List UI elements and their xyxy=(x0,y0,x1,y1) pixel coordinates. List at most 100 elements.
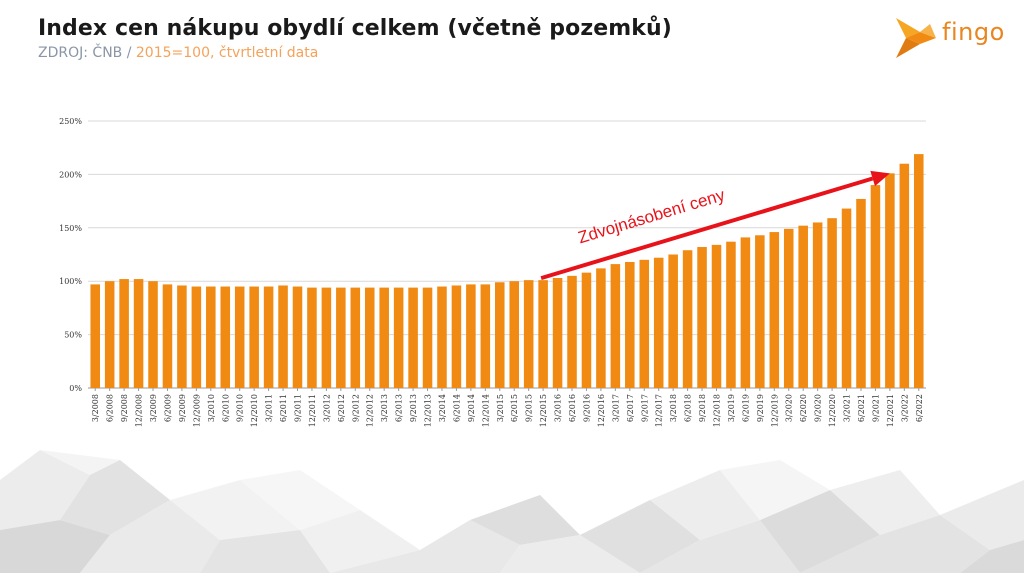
chart-bars xyxy=(90,154,924,388)
bar xyxy=(451,285,462,388)
x-tick-label: 3/2016 xyxy=(554,394,563,422)
x-tick-label: 6/2015 xyxy=(510,394,519,422)
bar xyxy=(914,154,924,388)
x-tick-label: 12/2020 xyxy=(828,394,837,427)
bar xyxy=(177,285,187,388)
bar xyxy=(523,280,534,388)
x-tick-label: 3/2013 xyxy=(380,394,389,422)
bar xyxy=(740,237,751,388)
x-tick-label: 12/2009 xyxy=(192,394,201,427)
bar xyxy=(899,163,910,388)
bar xyxy=(653,257,664,388)
x-tick-label: 3/2014 xyxy=(438,394,447,422)
bar xyxy=(307,287,317,388)
x-tick-label: 9/2008 xyxy=(120,394,129,422)
bar xyxy=(263,286,274,388)
x-tick-label: 6/2009 xyxy=(163,394,172,422)
x-tick-label: 6/2012 xyxy=(337,394,346,422)
x-tick-label: 9/2016 xyxy=(582,394,591,422)
bar xyxy=(509,281,519,388)
bar xyxy=(292,286,303,388)
bar xyxy=(495,282,505,388)
bar xyxy=(220,286,231,388)
source-line: ZDROJ: ČNB / 2015=100, čtvrtletní data xyxy=(38,45,318,61)
x-tick-label: 6/2022 xyxy=(915,394,924,422)
bar xyxy=(133,279,144,388)
x-tick-label: 9/2009 xyxy=(178,394,187,422)
x-tick-label: 3/2012 xyxy=(322,394,331,422)
bar xyxy=(321,287,332,388)
annotation-arrow-head xyxy=(870,170,890,187)
bar xyxy=(610,264,621,388)
x-tick-label: 6/2010 xyxy=(221,394,230,422)
bar xyxy=(119,279,129,388)
x-tick-label: 3/2015 xyxy=(496,394,505,422)
x-tick-label: 12/2016 xyxy=(597,394,606,427)
bar xyxy=(726,241,736,388)
x-tick-label: 6/2018 xyxy=(684,394,693,422)
bar xyxy=(162,284,173,388)
x-tick-label: 12/2014 xyxy=(481,394,490,427)
x-tick-label: 9/2020 xyxy=(814,394,823,422)
annotation-arrow-shaft xyxy=(540,176,874,281)
x-tick-label: 6/2020 xyxy=(799,394,808,422)
bar xyxy=(480,284,491,388)
bar xyxy=(350,287,361,388)
x-tick-label: 3/2019 xyxy=(727,394,736,422)
decorative-background-polygons xyxy=(0,450,1024,573)
x-tick-label: 3/2008 xyxy=(91,394,100,422)
bar xyxy=(104,281,115,388)
fingo-fish-logo-icon xyxy=(896,18,936,58)
x-tick-label: 3/2020 xyxy=(785,394,794,422)
bar xyxy=(538,280,548,388)
y-tick-label: 0% xyxy=(69,384,82,393)
x-tick-label: 6/2011 xyxy=(279,394,288,422)
x-tick-label: 12/2019 xyxy=(770,394,779,427)
bar xyxy=(393,287,404,388)
x-tick-label: 12/2008 xyxy=(135,394,144,427)
bar xyxy=(148,281,158,388)
y-tick-label: 50% xyxy=(64,331,82,340)
bar xyxy=(625,261,635,388)
bar xyxy=(422,287,433,388)
bar xyxy=(870,185,881,388)
bar xyxy=(769,232,780,388)
chart-y-axis: 0% 50% 100% 150% 200% 250% xyxy=(59,117,82,393)
page-title: Index cen nákupu obydlí celkem (včetně p… xyxy=(38,16,672,41)
x-tick-label: 9/2015 xyxy=(525,394,534,422)
source-note: 2015=100, čtvrtletní data xyxy=(135,45,319,61)
source-prefix: ZDROJ: ČNB / xyxy=(38,45,136,61)
bar xyxy=(234,286,245,388)
bar xyxy=(682,250,693,388)
x-tick-label: 3/2022 xyxy=(900,394,909,422)
bar xyxy=(466,284,476,388)
y-tick-label: 150% xyxy=(59,224,82,233)
x-tick-label: 3/2009 xyxy=(149,394,158,422)
bar xyxy=(567,275,577,388)
x-tick-label: 3/2018 xyxy=(669,394,678,422)
x-tick-label: 6/2008 xyxy=(106,394,115,422)
x-tick-label: 3/2010 xyxy=(207,394,216,422)
x-tick-label: 6/2021 xyxy=(857,394,866,422)
bar xyxy=(278,285,288,388)
x-tick-label: 12/2017 xyxy=(655,394,664,427)
x-tick-label: 9/2013 xyxy=(409,394,418,422)
x-tick-label: 6/2014 xyxy=(452,394,461,422)
x-tick-label: 9/2019 xyxy=(756,394,765,422)
bar xyxy=(552,277,563,388)
bar xyxy=(90,284,100,388)
bar xyxy=(798,225,808,388)
bar xyxy=(249,286,259,388)
bar xyxy=(364,287,375,388)
logo-text: fingo xyxy=(942,18,1005,46)
bar xyxy=(841,208,852,388)
bar xyxy=(379,287,389,388)
x-tick-label: 6/2017 xyxy=(626,394,635,422)
x-tick-label: 9/2010 xyxy=(236,394,245,422)
x-tick-label: 12/2011 xyxy=(308,394,317,427)
x-tick-label: 12/2018 xyxy=(713,394,722,427)
x-tick-label: 12/2015 xyxy=(539,394,548,427)
x-tick-label: 3/2021 xyxy=(843,394,852,422)
x-tick-label: 12/2012 xyxy=(366,394,375,427)
